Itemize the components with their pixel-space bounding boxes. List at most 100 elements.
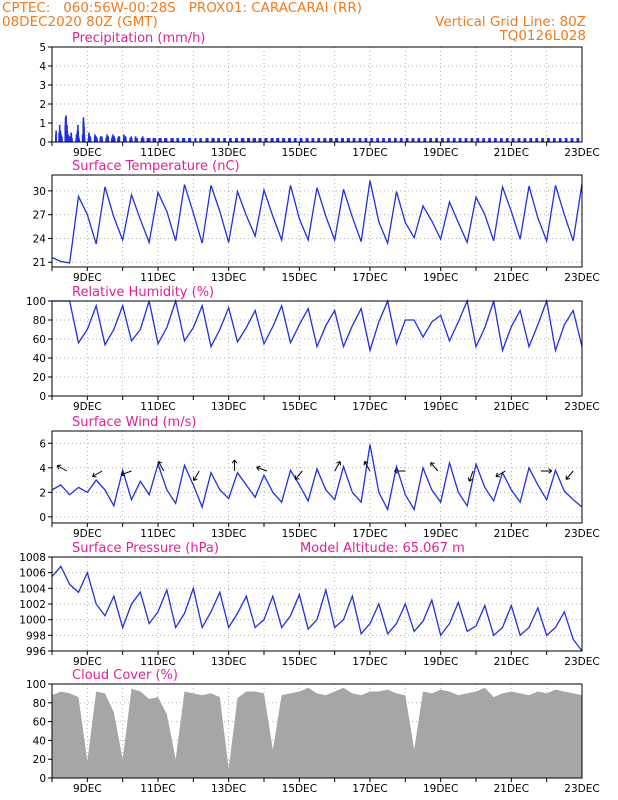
- precip-bar: [272, 138, 274, 142]
- precip-bar: [165, 138, 168, 142]
- precip-bar: [371, 138, 374, 142]
- precip-bar: [277, 138, 280, 142]
- precip-bar: [230, 138, 232, 142]
- precip-bar: [554, 138, 556, 142]
- precip-bar: [436, 138, 438, 142]
- precip-bar: [312, 138, 315, 142]
- x-tick-label: 23DEC: [564, 656, 599, 668]
- precip-bar: [172, 138, 174, 142]
- precip-bar: [383, 138, 385, 142]
- wind-vector: [565, 470, 574, 480]
- wind-vector: [334, 461, 342, 472]
- precip-bar: [113, 138, 116, 142]
- x-tick-label: 21DEC: [494, 272, 529, 284]
- precip-bar: [242, 138, 245, 142]
- x-tick-label: 15DEC: [282, 401, 317, 413]
- precip-bar: [342, 138, 345, 142]
- precip-bar: [542, 138, 544, 142]
- precip-bar: [495, 138, 497, 142]
- x-tick-label: 23DEC: [564, 147, 599, 159]
- x-tick-label: 21DEC: [494, 783, 529, 795]
- panel-5: 0 20 40 60 80 100 9DEC 11DEC 13DEC 15DEC 17DEC 19DE…: [26, 668, 600, 795]
- y-tick-label: 1000: [19, 615, 46, 627]
- plot-frame: [51, 46, 583, 143]
- y-tick-label: 20: [33, 372, 46, 384]
- y-tick-label: 1006: [19, 568, 46, 580]
- precip-bar: [424, 138, 427, 142]
- x-tick-label: 9DEC: [73, 401, 102, 413]
- precip-bar: [560, 138, 562, 142]
- x-tick-label: 11DEC: [140, 656, 175, 668]
- x-tick-label: 9DEC: [73, 656, 102, 668]
- precip-bar: [67, 138, 70, 142]
- precip-bar: [218, 138, 221, 142]
- x-tick-label: 13DEC: [211, 528, 246, 540]
- model-id: TQ0126L028: [499, 28, 586, 44]
- x-tick-label: 23DEC: [564, 401, 599, 413]
- precip-bar: [96, 138, 98, 142]
- x-tick-label: 9DEC: [73, 528, 102, 540]
- x-tick-label: 17DEC: [352, 272, 387, 284]
- x-tick-label: 11DEC: [140, 783, 175, 795]
- x-tick-label: 9DEC: [73, 147, 102, 159]
- grid-line-info: Vertical Grid Line: 80Z: [435, 14, 586, 30]
- x-tick-label: 17DEC: [352, 528, 387, 540]
- precip-bar: [206, 138, 209, 142]
- precip-bar: [565, 138, 568, 142]
- y-tick-label: 1004: [19, 583, 46, 595]
- y-tick-label: 1008: [19, 552, 46, 564]
- series-line: [51, 565, 583, 652]
- y-tick-label: 80: [33, 698, 46, 710]
- x-tick-label: 19DEC: [423, 656, 458, 668]
- series-line: [51, 180, 583, 264]
- precip-bar: [530, 138, 533, 142]
- precip-bar: [71, 138, 73, 142]
- panel-title: Surface Temperature (nC): [72, 159, 240, 174]
- plot-frame: [51, 430, 583, 524]
- precip-bar: [465, 138, 468, 142]
- y-tick-label: 60: [33, 334, 46, 346]
- precip-bar: [83, 138, 86, 142]
- x-tick-label: 11DEC: [140, 272, 175, 284]
- precip-bar: [307, 138, 309, 142]
- precip-bar: [236, 138, 239, 142]
- y-tick-label: 100: [26, 679, 46, 691]
- precip-bar: [459, 138, 462, 142]
- precip-bar: [377, 138, 380, 142]
- precip-bar: [483, 138, 486, 142]
- y-tick-label: 996: [26, 646, 46, 658]
- y-tick-label: 24: [33, 233, 47, 245]
- precip-bar: [501, 138, 503, 142]
- precip-bar: [348, 138, 350, 142]
- y-tick-label: 40: [33, 735, 46, 747]
- wind-vector: [231, 459, 238, 471]
- station-info: CPTEC: 060:56W-00:28S PROX01: CARACARAI …: [2, 0, 363, 16]
- x-tick-label: 21DEC: [494, 656, 529, 668]
- wind-vector: [56, 464, 67, 472]
- precip-bar: [265, 138, 268, 142]
- precip-bar: [507, 138, 509, 142]
- cloud-area: [52, 687, 582, 778]
- precip-bar: [224, 138, 226, 142]
- precip-bar: [78, 138, 80, 142]
- x-tick-label: 19DEC: [423, 528, 458, 540]
- precip-bar: [55, 130, 57, 142]
- y-tick-label: 20: [33, 754, 46, 766]
- y-tick-label: 21: [33, 257, 46, 269]
- precip-bar: [359, 138, 362, 142]
- y-tick-label: 4: [39, 463, 46, 475]
- x-tick-label: 17DEC: [352, 401, 387, 413]
- precip-bar: [283, 138, 286, 142]
- precip-bar: [454, 138, 456, 142]
- precip-bar: [471, 138, 474, 142]
- y-tick-label: 0: [39, 773, 46, 785]
- wind-vector: [294, 470, 303, 480]
- y-tick-label: 27: [33, 210, 46, 222]
- precip-bar: [213, 138, 215, 142]
- precip-bar: [200, 138, 202, 142]
- precip-bar: [254, 138, 256, 142]
- precip-bar: [107, 136, 110, 142]
- precip-bar: [130, 138, 133, 142]
- x-tick-label: 13DEC: [211, 656, 246, 668]
- chart-header: CPTEC: 060:56W-00:28S PROX01: CARACARAI …: [0, 0, 618, 44]
